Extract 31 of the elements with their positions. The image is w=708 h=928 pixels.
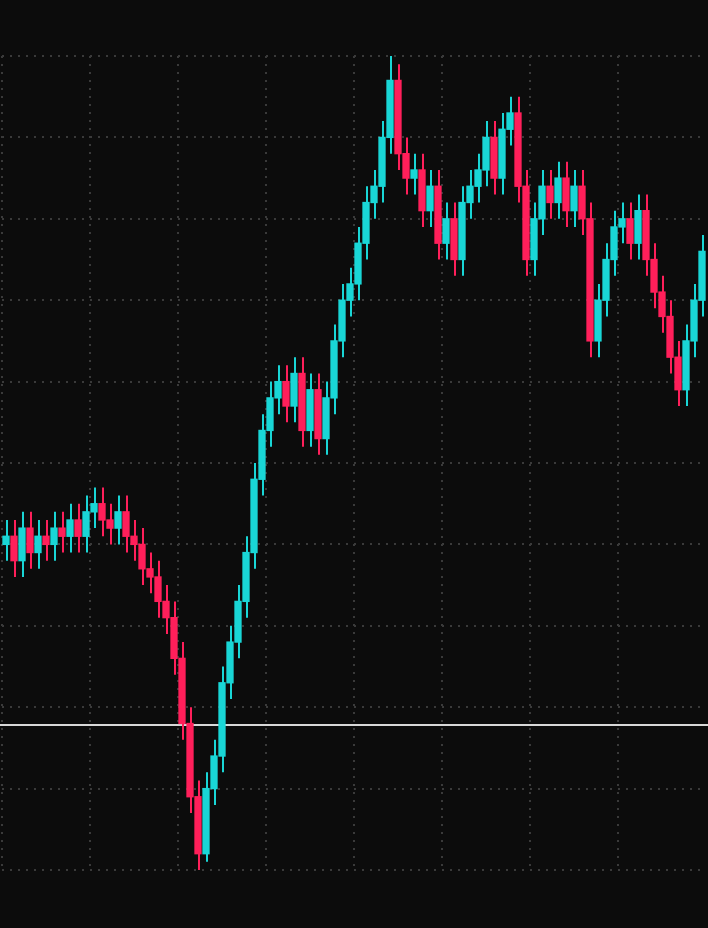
candlestick (82, 494, 90, 554)
candlestick (426, 168, 434, 228)
candlestick (634, 193, 642, 261)
candlestick (66, 502, 74, 554)
candlestick (154, 559, 162, 619)
candlestick (98, 486, 106, 538)
candlestick (74, 502, 82, 554)
candlestick (306, 372, 314, 448)
candlestick (122, 494, 130, 554)
candlestick (562, 160, 570, 228)
candlestick (450, 201, 458, 277)
candlestick (50, 510, 58, 562)
candlestick (2, 518, 10, 562)
candlestick (418, 152, 426, 228)
candlestick (554, 160, 562, 220)
candlestick (42, 518, 50, 562)
candlestick (18, 510, 26, 578)
candlestick (26, 510, 34, 570)
candlestick (626, 201, 634, 261)
candlestick (570, 168, 578, 228)
candlestick (114, 494, 122, 546)
candlestick (442, 201, 450, 261)
candlestick (290, 356, 298, 424)
candlestick (138, 527, 146, 587)
candlestick (546, 168, 554, 220)
candlestick (10, 518, 18, 578)
candlestick (410, 152, 418, 196)
candlestick (490, 120, 498, 196)
candlestick (58, 510, 66, 554)
candlestick (282, 364, 290, 424)
candlestick (34, 518, 42, 570)
